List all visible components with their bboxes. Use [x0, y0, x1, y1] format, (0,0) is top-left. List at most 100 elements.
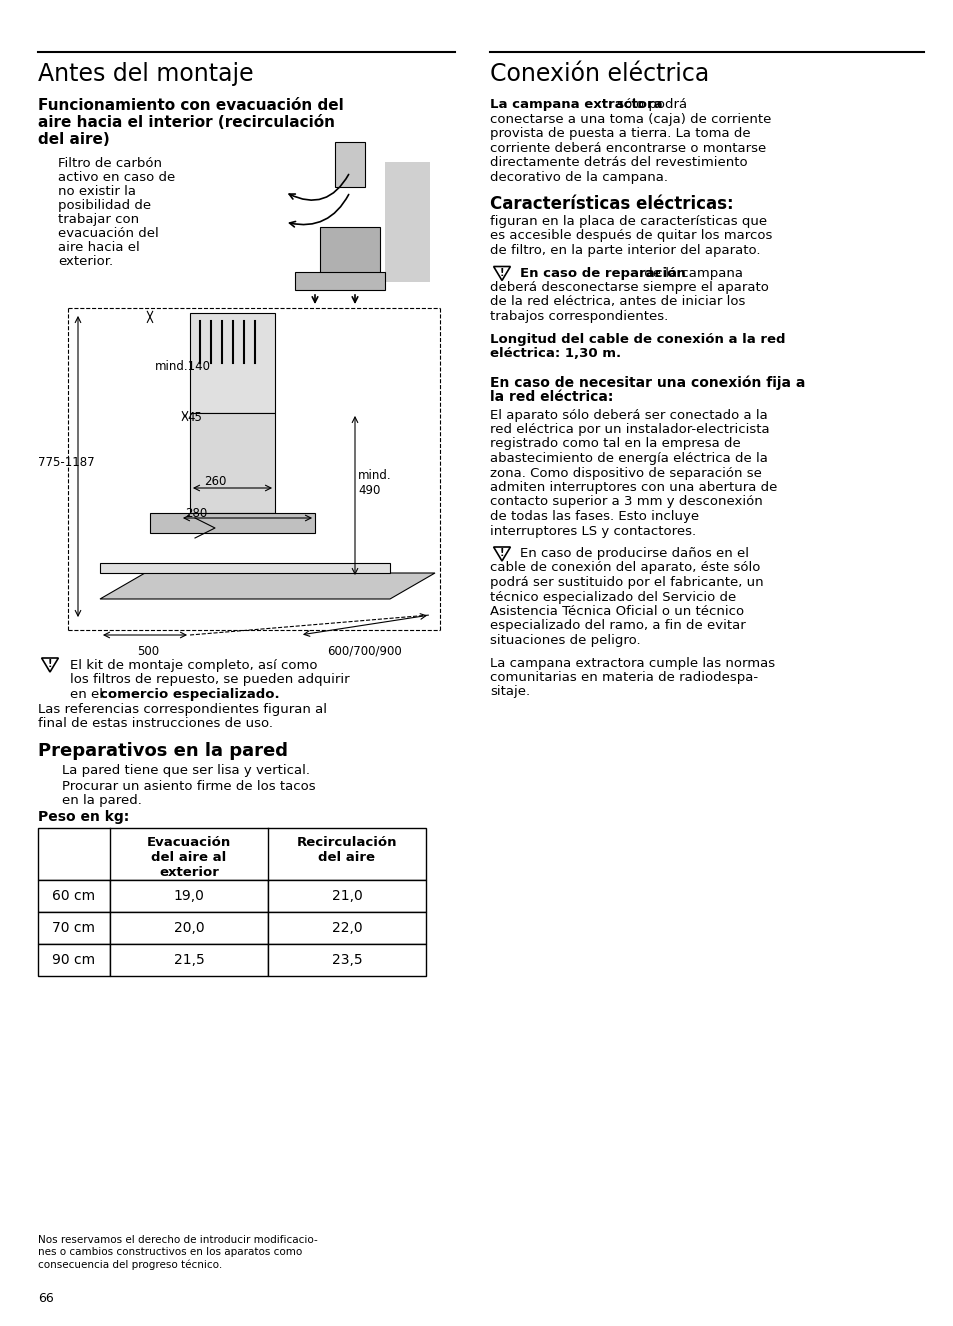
FancyBboxPatch shape — [190, 313, 274, 412]
Text: del aire): del aire) — [38, 133, 110, 147]
FancyBboxPatch shape — [268, 880, 426, 912]
Text: abastecimiento de energía eléctrica de la: abastecimiento de energía eléctrica de l… — [490, 452, 767, 465]
FancyBboxPatch shape — [110, 912, 268, 944]
Text: 260: 260 — [204, 475, 226, 488]
FancyBboxPatch shape — [38, 880, 110, 912]
Text: de la campana: de la campana — [639, 267, 742, 280]
Text: situaciones de peligro.: situaciones de peligro. — [490, 634, 640, 647]
Text: contacto superior a 3 mm y desconexión: contacto superior a 3 mm y desconexión — [490, 496, 762, 508]
Text: no existir la: no existir la — [58, 186, 136, 198]
Text: la red eléctrica:: la red eléctrica: — [490, 390, 613, 404]
Text: 21,5: 21,5 — [173, 953, 204, 967]
Text: comercio especializado.: comercio especializado. — [100, 688, 279, 701]
Text: en la pared.: en la pared. — [62, 794, 142, 808]
Text: final de estas instrucciones de uso.: final de estas instrucciones de uso. — [38, 717, 273, 731]
Text: de filtro, en la parte interior del aparato.: de filtro, en la parte interior del apar… — [490, 244, 760, 257]
Text: La pared tiene que ser lisa y vertical.: La pared tiene que ser lisa y vertical. — [62, 764, 310, 777]
Polygon shape — [100, 564, 390, 573]
Text: !: ! — [499, 268, 504, 278]
FancyBboxPatch shape — [38, 827, 426, 880]
Text: exterior.: exterior. — [58, 255, 113, 268]
Polygon shape — [100, 573, 435, 599]
Text: En caso de producirse daños en el: En caso de producirse daños en el — [519, 548, 748, 560]
Text: deberá desconectarse siempre el aparato: deberá desconectarse siempre el aparato — [490, 281, 768, 294]
Text: Preparativos en la pared: Preparativos en la pared — [38, 743, 288, 760]
Text: de todas las fases. Esto incluye: de todas las fases. Esto incluye — [490, 511, 699, 522]
Text: Filtro de carbón: Filtro de carbón — [58, 156, 162, 170]
Text: 23,5: 23,5 — [332, 953, 362, 967]
Text: Peso en kg:: Peso en kg: — [38, 810, 129, 823]
Text: !: ! — [499, 548, 504, 558]
FancyBboxPatch shape — [335, 142, 365, 187]
Text: eléctrica: 1,30 m.: eléctrica: 1,30 m. — [490, 347, 620, 359]
Text: de la red eléctrica, antes de iniciar los: de la red eléctrica, antes de iniciar lo… — [490, 296, 744, 309]
Text: Evacuación
del aire al
exterior: Evacuación del aire al exterior — [147, 835, 231, 879]
Text: figuran en la placa de características que: figuran en la placa de características q… — [490, 215, 766, 228]
Text: sitaje.: sitaje. — [490, 686, 530, 699]
Text: El aparato sólo deberá ser conectado a la: El aparato sólo deberá ser conectado a l… — [490, 408, 767, 422]
Text: En caso de reparación: En caso de reparación — [519, 267, 685, 280]
Text: conectarse a una toma (caja) de corriente: conectarse a una toma (caja) de corrient… — [490, 113, 771, 126]
Text: 22,0: 22,0 — [332, 922, 362, 935]
Text: 280: 280 — [185, 507, 207, 520]
Text: comunitarias en materia de radiodespa-: comunitarias en materia de radiodespa- — [490, 671, 758, 684]
FancyBboxPatch shape — [38, 912, 110, 944]
Text: La campana extractora: La campana extractora — [490, 98, 662, 111]
Text: red eléctrica por un instalador-electricista: red eléctrica por un instalador-electric… — [490, 423, 769, 436]
Text: 21,0: 21,0 — [332, 888, 362, 903]
Text: admiten interruptores con una abertura de: admiten interruptores con una abertura d… — [490, 481, 777, 495]
Text: sólo podrá: sólo podrá — [613, 98, 686, 111]
Text: Nos reservamos el derecho de introducir modificacio-: Nos reservamos el derecho de introducir … — [38, 1235, 317, 1245]
Text: podrá ser sustituido por el fabricante, un: podrá ser sustituido por el fabricante, … — [490, 575, 762, 589]
Text: mind.
490: mind. 490 — [357, 469, 392, 497]
Text: Recirculación
del aire: Recirculación del aire — [296, 835, 396, 865]
Text: Características eléctricas:: Características eléctricas: — [490, 195, 733, 213]
FancyBboxPatch shape — [268, 944, 426, 976]
Text: Antes del montaje: Antes del montaje — [38, 62, 253, 86]
Text: Procurar un asiento firme de los tacos: Procurar un asiento firme de los tacos — [62, 780, 315, 793]
Text: La campana extractora cumple las normas: La campana extractora cumple las normas — [490, 656, 774, 670]
Text: registrado como tal en la empresa de: registrado como tal en la empresa de — [490, 438, 740, 451]
Text: 775-1187: 775-1187 — [38, 456, 94, 469]
Text: El kit de montaje completo, así como: El kit de montaje completo, así como — [70, 659, 317, 672]
Text: cable de conexión del aparato, éste sólo: cable de conexión del aparato, éste sólo — [490, 561, 760, 574]
FancyBboxPatch shape — [190, 412, 274, 513]
FancyBboxPatch shape — [385, 162, 430, 282]
Text: en el: en el — [70, 688, 107, 701]
Text: es accesible después de quitar los marcos: es accesible después de quitar los marco… — [490, 229, 772, 243]
Text: especializado del ramo, a fin de evitar: especializado del ramo, a fin de evitar — [490, 619, 745, 633]
FancyBboxPatch shape — [110, 880, 268, 912]
Text: consecuencia del progreso técnico.: consecuencia del progreso técnico. — [38, 1258, 222, 1269]
Text: aire hacia el: aire hacia el — [58, 241, 139, 255]
Text: 600/700/900: 600/700/900 — [327, 644, 402, 658]
Text: trabajos correspondientes.: trabajos correspondientes. — [490, 310, 667, 324]
FancyBboxPatch shape — [38, 944, 110, 976]
Text: 500: 500 — [137, 644, 159, 658]
Text: los filtros de repuesto, se pueden adquirir: los filtros de repuesto, se pueden adqui… — [70, 674, 349, 687]
Text: decorativo de la campana.: decorativo de la campana. — [490, 171, 667, 183]
Text: trabajar con: trabajar con — [58, 213, 139, 225]
Text: nes o cambios constructivos en los aparatos como: nes o cambios constructivos en los apara… — [38, 1246, 302, 1257]
Text: !: ! — [48, 659, 52, 670]
Text: 20,0: 20,0 — [173, 922, 204, 935]
Text: activo en caso de: activo en caso de — [58, 171, 175, 184]
FancyBboxPatch shape — [268, 912, 426, 944]
Text: 90 cm: 90 cm — [52, 953, 95, 967]
Text: interruptores LS y contactores.: interruptores LS y contactores. — [490, 525, 696, 537]
Text: mind.140: mind.140 — [154, 359, 211, 373]
Text: 19,0: 19,0 — [173, 888, 204, 903]
Text: Funcionamiento con evacuación del: Funcionamiento con evacuación del — [38, 98, 343, 113]
FancyBboxPatch shape — [294, 272, 385, 290]
Text: provista de puesta a tierra. La toma de: provista de puesta a tierra. La toma de — [490, 127, 750, 141]
Text: 60 cm: 60 cm — [52, 888, 95, 903]
Text: 70 cm: 70 cm — [52, 922, 95, 935]
FancyBboxPatch shape — [110, 944, 268, 976]
Text: Conexión eléctrica: Conexión eléctrica — [490, 62, 708, 86]
Text: técnico especializado del Servicio de: técnico especializado del Servicio de — [490, 590, 736, 603]
Text: posibilidad de: posibilidad de — [58, 199, 151, 212]
Text: 66: 66 — [38, 1292, 53, 1305]
Text: corriente deberá encontrarse o montarse: corriente deberá encontrarse o montarse — [490, 142, 765, 155]
Text: directamente detrás del revestimiento: directamente detrás del revestimiento — [490, 156, 747, 168]
Text: evacuación del: evacuación del — [58, 227, 158, 240]
Text: Longitud del cable de conexión a la red: Longitud del cable de conexión a la red — [490, 333, 784, 346]
